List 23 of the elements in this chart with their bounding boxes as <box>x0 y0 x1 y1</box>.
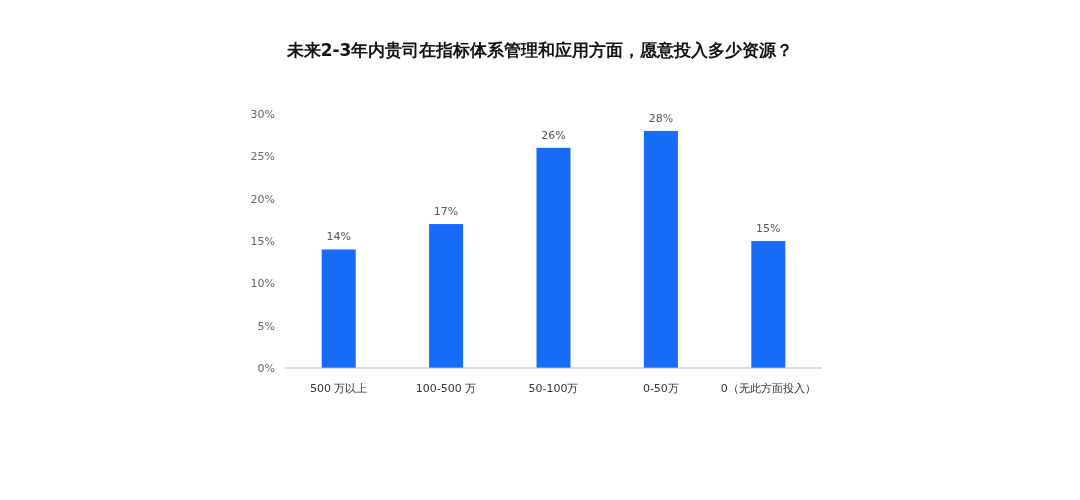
bar <box>751 241 786 368</box>
data-label: 28% <box>648 111 674 125</box>
x-tick-label: 0-50万 <box>642 382 679 395</box>
x-tick-label: 100-500 万 <box>415 382 477 395</box>
data-label: 26% <box>541 128 566 142</box>
bar <box>321 249 356 368</box>
data-label: 14% <box>326 230 351 244</box>
bar <box>429 224 464 368</box>
y-tick-label: 20% <box>250 192 275 206</box>
y-tick-label: 15% <box>250 235 275 248</box>
y-tick-label: 10% <box>250 277 275 291</box>
x-tick-label: 50-100万 <box>528 382 579 395</box>
chart-title: 未来2-3年内贵司在指标体系管理和应用方面，愿意投入多少资源？ <box>285 40 794 60</box>
y-tick-label: 0% <box>257 362 275 375</box>
y-tick-label: 25% <box>250 150 275 164</box>
x-tick-label: 500 万以上 <box>309 382 368 395</box>
data-label: 17% <box>433 205 459 219</box>
x-tick-label: 0（无此方面投入） <box>720 382 816 395</box>
data-label: 15% <box>756 222 781 235</box>
bar <box>643 130 678 368</box>
y-tick-label: 30% <box>250 108 275 121</box>
y-tick-label: 5% <box>257 319 275 333</box>
bar <box>536 147 571 368</box>
